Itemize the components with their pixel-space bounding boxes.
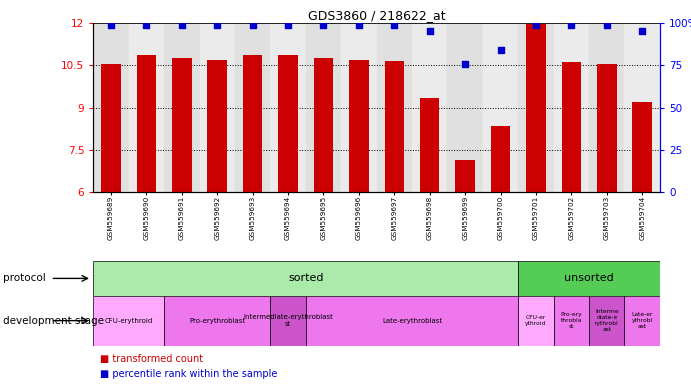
Bar <box>625 23 660 192</box>
Point <box>106 22 117 28</box>
Title: GDS3860 / 218622_at: GDS3860 / 218622_at <box>307 9 446 22</box>
Bar <box>553 23 589 192</box>
Bar <box>137 55 156 192</box>
Bar <box>455 160 475 192</box>
Text: unsorted: unsorted <box>565 273 614 283</box>
Bar <box>93 296 164 346</box>
Bar <box>270 296 305 346</box>
Bar <box>518 296 553 346</box>
Bar <box>129 23 164 192</box>
Bar <box>483 23 518 192</box>
Point <box>247 22 258 28</box>
Bar <box>93 23 129 192</box>
Text: sorted: sorted <box>288 273 323 283</box>
Bar <box>562 63 581 192</box>
Point <box>424 28 435 34</box>
Bar <box>597 64 616 192</box>
Text: Late-erythroblast: Late-erythroblast <box>382 318 442 324</box>
Bar <box>164 23 200 192</box>
Bar <box>491 126 510 192</box>
Point <box>460 61 471 67</box>
Bar <box>625 296 660 346</box>
Bar <box>172 58 191 192</box>
Bar <box>243 55 263 192</box>
Point <box>176 22 187 28</box>
Bar <box>385 61 404 192</box>
Point <box>353 22 364 28</box>
Point <box>141 22 152 28</box>
Point <box>531 22 542 28</box>
Bar <box>349 60 368 192</box>
Text: Pro-erythroblast: Pro-erythroblast <box>189 318 245 324</box>
Text: Pro-ery
throbla
st: Pro-ery throbla st <box>560 312 583 329</box>
Bar <box>278 55 298 192</box>
Text: ■ transformed count: ■ transformed count <box>100 354 203 364</box>
Text: protocol: protocol <box>3 273 46 283</box>
Point <box>601 22 612 28</box>
Bar <box>164 296 270 346</box>
Bar <box>200 23 235 192</box>
Point <box>283 22 294 28</box>
Bar <box>102 64 121 192</box>
Text: Intermediate-erythroblast
st: Intermediate-erythroblast st <box>243 314 333 327</box>
Text: development stage: development stage <box>3 316 104 326</box>
Bar <box>589 296 625 346</box>
Bar <box>341 23 377 192</box>
Bar <box>377 23 412 192</box>
Bar <box>412 23 448 192</box>
Point <box>389 22 400 28</box>
Bar <box>305 23 341 192</box>
Bar <box>527 25 546 192</box>
Bar <box>518 23 553 192</box>
Point <box>636 28 647 34</box>
Bar <box>305 296 518 346</box>
Point <box>566 22 577 28</box>
Bar <box>314 58 333 192</box>
Bar <box>270 23 305 192</box>
Bar <box>632 102 652 192</box>
Bar <box>518 261 660 296</box>
Point <box>318 22 329 28</box>
Text: CFU-erythroid: CFU-erythroid <box>104 318 153 324</box>
Point <box>211 22 223 28</box>
Bar <box>448 23 483 192</box>
Text: Interme
diate-e
rythrobl
ast: Interme diate-e rythrobl ast <box>595 310 618 332</box>
Bar <box>589 23 625 192</box>
Bar <box>553 296 589 346</box>
Bar <box>420 98 439 192</box>
Point <box>495 47 506 53</box>
Text: CFU-er
ythroid: CFU-er ythroid <box>525 315 547 326</box>
Bar <box>207 60 227 192</box>
Text: ■ percentile rank within the sample: ■ percentile rank within the sample <box>100 369 278 379</box>
Bar <box>93 261 518 296</box>
Text: Late-er
ythrobl
ast: Late-er ythrobl ast <box>632 312 653 329</box>
Bar <box>235 23 270 192</box>
